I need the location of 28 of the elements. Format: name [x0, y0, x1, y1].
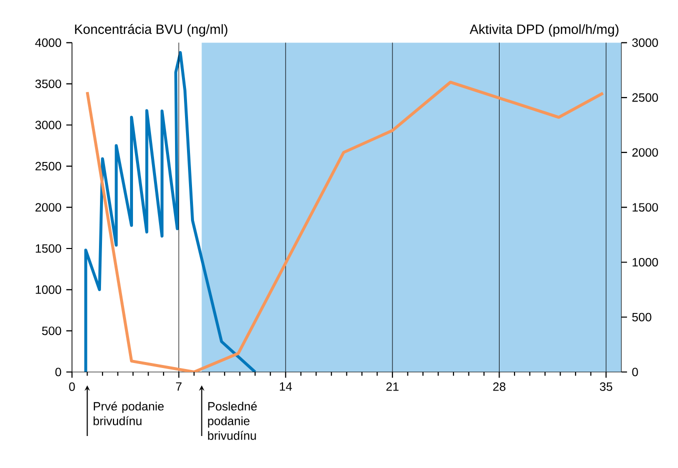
x-tick-label: 0	[69, 382, 75, 391]
x-tick-label: 35	[600, 382, 612, 391]
y2-tick-label: 1000	[632, 258, 658, 266]
y-tick-label: 4000	[35, 38, 62, 47]
line-series	[86, 80, 604, 372]
y2-tick-label: 2000	[632, 148, 658, 157]
y-tick-label: 3000	[35, 120, 62, 130]
annotation: Prvé podanie brivudínu	[94, 402, 164, 426]
y-tick-label: 500	[42, 326, 62, 336]
y-tick-label: 3500	[35, 80, 62, 88]
y2-tick-label: 500	[632, 312, 652, 322]
y2-tick-label: 3000	[632, 38, 658, 47]
y-axis-title: Koncentrácia BVU (ng/ml)	[75, 24, 228, 37]
annotation: Posledné podanie brivudínu	[208, 402, 257, 440]
x-tick-label: 14	[280, 382, 292, 391]
y-tick-label: 2000	[36, 203, 62, 212]
y-tick-label: 0	[55, 368, 62, 376]
y-tick-label: 2500	[36, 162, 62, 170]
y2-tick-label: 1500	[632, 203, 658, 212]
line-series	[84, 51, 257, 372]
x-tick-label: 28	[493, 382, 506, 391]
y2-tick-label: 2500	[632, 93, 658, 102]
x-tick-label: 21	[386, 382, 399, 391]
y2-tick-label: 0	[632, 368, 638, 376]
y-tick-label: 1500	[36, 244, 62, 253]
y2-axis-title: Aktivita DPD (pmol/h/mg)	[470, 24, 618, 37]
x-tick-label: 7	[176, 382, 182, 391]
y-tick-label: 1000	[36, 285, 62, 294]
